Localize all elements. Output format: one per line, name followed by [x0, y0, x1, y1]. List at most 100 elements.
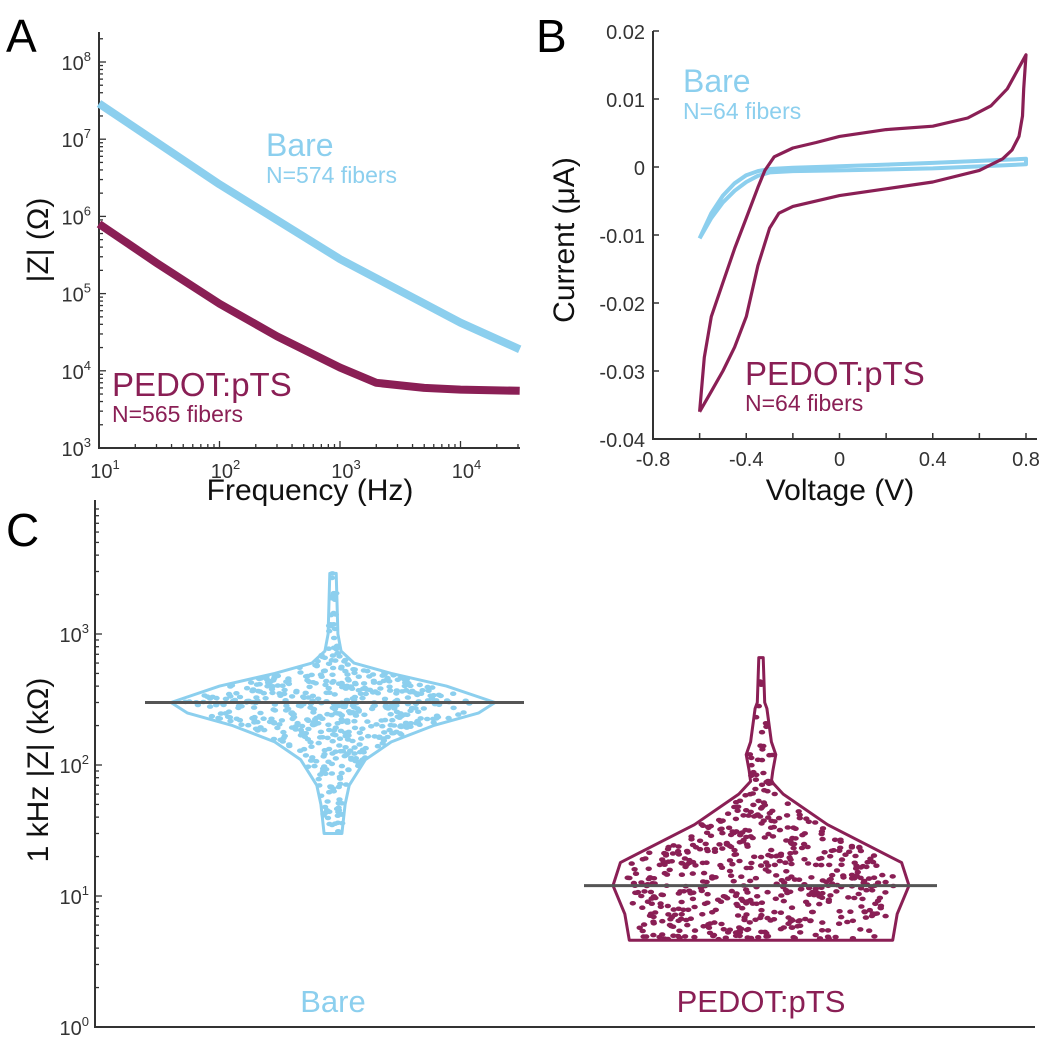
- data-point: [387, 712, 394, 717]
- y-tick-label: 100: [60, 1014, 89, 1040]
- data-point: [455, 712, 462, 717]
- data-point: [712, 907, 719, 913]
- data-point: [321, 751, 328, 757]
- x-tick-label: 103: [331, 457, 360, 483]
- y-tick-label: -0.03: [599, 362, 645, 384]
- data-point: [753, 772, 760, 778]
- data-point: [407, 683, 414, 689]
- data-point: [845, 895, 852, 900]
- data-point: [404, 695, 412, 700]
- data-point: [758, 821, 765, 826]
- data-point: [336, 743, 343, 748]
- data-point: [789, 925, 796, 930]
- data-point: [869, 859, 877, 865]
- data-point: [257, 725, 264, 730]
- data-point: [722, 935, 729, 941]
- data-point: [386, 688, 394, 693]
- data-point: [671, 912, 679, 918]
- data-point: [368, 724, 375, 729]
- data-point: [705, 925, 713, 930]
- data-point: [304, 764, 312, 769]
- data-point: [227, 684, 234, 689]
- data-point: [778, 893, 785, 898]
- data-point: [351, 745, 358, 750]
- data-point: [329, 705, 336, 711]
- data-point: [824, 934, 832, 940]
- data-point: [870, 853, 878, 858]
- data-point: [726, 868, 734, 874]
- data-point: [297, 727, 305, 733]
- data-point: [396, 715, 403, 720]
- data-point: [782, 860, 789, 865]
- data-point: [819, 826, 827, 831]
- data-point: [846, 849, 853, 855]
- data-point: [743, 865, 750, 871]
- data-point: [233, 716, 240, 722]
- data-point: [786, 855, 793, 860]
- data-point: [362, 745, 369, 751]
- data-point: [624, 875, 631, 881]
- data-point: [324, 815, 332, 821]
- data-point: [743, 842, 751, 847]
- data-point: [320, 811, 327, 817]
- data-point: [780, 925, 787, 930]
- data-point: [222, 696, 230, 702]
- data-point: [360, 686, 367, 691]
- data-point: [332, 612, 339, 617]
- data-point: [719, 846, 726, 851]
- points-bare: [182, 571, 473, 834]
- data-point: [331, 821, 339, 826]
- data-point: [704, 891, 711, 897]
- data-point: [288, 694, 296, 699]
- data-point: [640, 922, 648, 927]
- data-point: [692, 863, 699, 868]
- data-point: [829, 872, 836, 878]
- data-point: [314, 659, 321, 664]
- data-point: [307, 740, 314, 745]
- data-point: [830, 848, 837, 853]
- data-point: [342, 782, 350, 787]
- data-point: [326, 628, 333, 634]
- data-point: [360, 681, 368, 686]
- data-point: [256, 681, 263, 687]
- data-point: [769, 834, 777, 839]
- data-point: [437, 693, 444, 699]
- data-point: [321, 748, 328, 753]
- data-point: [416, 722, 423, 727]
- data-point: [865, 876, 873, 881]
- data-point: [824, 928, 832, 933]
- data-point: [316, 783, 323, 788]
- data-point: [731, 847, 738, 853]
- data-point: [329, 672, 336, 678]
- data-point: [339, 820, 346, 826]
- data-point: [796, 918, 803, 923]
- data-point: [356, 730, 363, 736]
- data-point: [696, 838, 704, 844]
- data-point: [863, 887, 870, 893]
- data-point: [393, 703, 400, 708]
- x-tick-label: -0.4: [729, 449, 763, 471]
- data-point: [311, 719, 319, 725]
- data-point: [628, 861, 635, 866]
- data-point: [325, 759, 332, 765]
- data-point: [317, 729, 325, 735]
- data-point: [215, 715, 222, 721]
- data-point: [852, 866, 860, 871]
- data-point: [332, 756, 339, 761]
- data-point: [688, 834, 695, 839]
- data-point: [732, 816, 740, 822]
- data-point: [763, 930, 770, 936]
- data-point: [243, 685, 251, 691]
- data-point: [748, 860, 755, 866]
- data-point: [407, 724, 414, 729]
- data-point: [276, 722, 283, 727]
- data-point: [268, 716, 275, 722]
- data-point: [330, 789, 337, 794]
- data-point: [315, 696, 322, 702]
- data-point: [790, 935, 797, 940]
- data-point: [838, 914, 845, 920]
- data-point: [809, 909, 816, 915]
- data-point: [269, 690, 276, 696]
- data-point: [832, 934, 839, 940]
- data-point: [765, 815, 772, 820]
